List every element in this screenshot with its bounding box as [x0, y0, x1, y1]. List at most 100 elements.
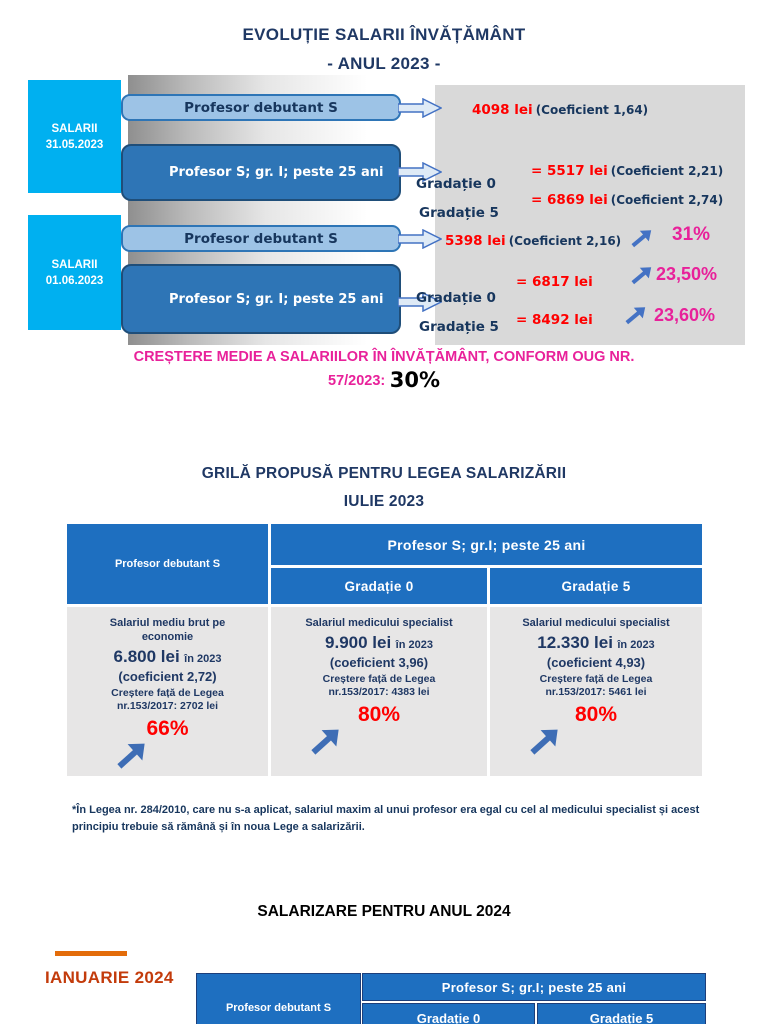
period1-grad5-label: Gradație 5 [419, 205, 499, 221]
cell2-year: în 2023 [395, 639, 433, 651]
cell3-amount: 12.330 lei [537, 633, 613, 652]
summary-pct: 30% [389, 368, 440, 392]
cell2-coef: (coeficient 3,96) [329, 655, 429, 670]
up-arrow-icon [625, 307, 646, 325]
salarizare-2024-title: SALARIZARE PENTRU ANUL 2024 [257, 903, 511, 920]
summary-line2: 57/2023: [328, 373, 386, 389]
table-header-senior: Profesor S; gr.I; peste 25 ani [271, 524, 702, 565]
table2024-header-senior: Profesor S; gr.I; peste 25 ani [362, 973, 706, 1001]
page-title: EVOLUȚIE SALARII ÎNVĂȚĂMÂNT - ANUL 2023 … [0, 20, 768, 78]
period1-debutant-box: Profesor debutant S [121, 94, 401, 121]
period2-grad0-value-text: = 6817 lei [516, 274, 593, 290]
up-arrow-icon [117, 743, 145, 769]
table2024-header-grad5-label: Gradație 5 [589, 1011, 654, 1024]
table-header-debutant: Profesor debutant S [67, 524, 268, 604]
period2-grad5-value: = 8492 lei [516, 309, 593, 328]
period1-debutant-value: 4098 lei [472, 102, 533, 118]
cell2-pct: 80% [357, 703, 401, 726]
period1-grad0-label: Gradație 0 [416, 176, 496, 192]
period2-grad0-value: = 6817 lei [516, 271, 593, 290]
period2-grad0-label: Gradație 0 [416, 290, 496, 306]
cell2-increase: Creștere față de Legea nr.153/2017: 4383… [322, 673, 436, 698]
summary-text: CREȘTERE MEDIE A SALARIILOR ÎN ÎNVĂȚĂMÂN… [0, 345, 768, 393]
period2-debutant-value-row: 5398 lei (Coeficient 2,16) [445, 230, 621, 249]
period1-label-line1: SALARII [51, 122, 98, 135]
period2-grad5-label: Gradație 5 [419, 319, 499, 335]
period1-debutant-label: Profesor debutant S [184, 99, 338, 116]
summary-line1: CREȘTERE MEDIE A SALARIILOR ÎN ÎNVĂȚĂMÂN… [133, 349, 635, 365]
period2-grad5-pct: 23,60% [654, 305, 716, 325]
month-label: IANUARIE 2024 [45, 968, 174, 987]
period2-label-box: SALARII 01.06.2023 [28, 215, 121, 330]
period1-grad5-value: = 6869 lei [531, 192, 608, 208]
table2024-header-grad0: Gradație 0 [362, 1003, 535, 1024]
period1-grad0-value: = 5517 lei [531, 163, 608, 179]
cell1-year: în 2023 [184, 653, 222, 665]
table-header-grad0: Gradație 0 [271, 568, 487, 604]
cell2-amount: 9.900 lei [325, 633, 392, 652]
right-arrow-icon [398, 162, 442, 182]
period1-label-line2: 31.05.2023 [45, 138, 104, 151]
table2024-header-grad0-label: Gradație 0 [416, 1011, 481, 1024]
cell1-amount-row: 6.800 lei în 2023 [67, 647, 268, 667]
period1-debutant-coef: (Coeficient 1,64) [535, 103, 649, 117]
period2-senior-label: Profesor S; gr. I; peste 25 ani [169, 291, 384, 307]
table-header-senior-label: Profesor S; gr.I; peste 25 ani [387, 536, 586, 553]
period2-debutant-pct: 31% [672, 224, 711, 245]
cell3-increase: Creștere față de Legea nr.153/2017: 5461… [539, 673, 653, 698]
table-cell-grad0: Salariul medicului specialist 9.900 lei … [271, 607, 487, 776]
period2-debutant-coef: (Coeficient 2,16) [508, 234, 622, 248]
table-header-grad5: Gradație 5 [490, 568, 702, 604]
table-header-debutant-label: Profesor debutant S [114, 558, 221, 570]
table2024-header-debutant: Profesor debutant S [196, 973, 361, 1024]
period1-grad0-value-row: = 5517 lei (Coeficient 2,21) [531, 160, 723, 179]
up-arrow-icon [631, 230, 652, 248]
cell3-amount-row: 12.330 lei în 2023 [490, 633, 702, 653]
period2-grad5-value-text: = 8492 lei [516, 312, 593, 328]
period1-label-box: SALARII 31.05.2023 [28, 80, 121, 193]
period2-label-line1: SALARII [51, 258, 98, 271]
right-arrow-icon [398, 98, 442, 118]
cell2-amount-row: 9.900 lei în 2023 [271, 633, 487, 653]
grila-title-line2: IULIE 2023 [343, 493, 425, 510]
up-arrow-icon [631, 267, 652, 285]
period2-debutant-label: Profesor debutant S [184, 230, 338, 247]
period2-debutant-value: 5398 lei [445, 233, 506, 249]
period1-senior-box: Profesor S; gr. I; peste 25 ani [121, 144, 401, 201]
grila-title-line1: GRILĂ PROPUSĂ PENTRU LEGEA SALARIZĂRII [201, 465, 567, 482]
cell3-coef: (coeficient 4,93) [546, 655, 646, 670]
cell1-increase: Creștere față de Legea nr.153/2017: 2702… [111, 687, 224, 712]
table2024-header-senior-label: Profesor S; gr.I; peste 25 ani [441, 979, 627, 995]
footnote: *În Legea nr. 284/2010, care nu s-a apli… [72, 804, 700, 833]
table-header-grad0-label: Gradație 0 [344, 578, 414, 594]
grila-title: GRILĂ PROPUSĂ PENTRU LEGEA SALARIZĂRII I… [0, 460, 768, 516]
cell2-title: Salariul medicului specialist [305, 617, 453, 629]
period2-grad0-pct: 23,50% [656, 264, 718, 284]
period1-grad5-coef: (Coeficient 2,74) [610, 193, 724, 207]
table2024-header-grad5: Gradație 5 [537, 1003, 706, 1024]
diagram-gray-panel [435, 85, 745, 345]
cell1-pct: 66% [146, 717, 189, 740]
orange-divider [55, 951, 127, 956]
up-arrow-icon [530, 729, 558, 755]
period1-debutant-value-row: 4098 lei (Coeficient 1,64) [472, 99, 648, 118]
cell1-title: Salariul mediu brut pe economie [109, 617, 226, 643]
cell1-amount: 6.800 lei [113, 647, 180, 666]
up-arrow-icon [311, 729, 339, 755]
right-arrow-icon [398, 229, 442, 249]
right-arrow-icon [398, 292, 442, 312]
period1-grad5-value-row: = 6869 lei (Coeficient 2,74) [531, 189, 723, 208]
table-header-grad5-label: Gradație 5 [561, 578, 631, 594]
cell3-title: Salariul medicului specialist [522, 617, 670, 629]
cell1-coef: (coeficient 2,72) [118, 669, 217, 684]
period2-debutant-box: Profesor debutant S [121, 225, 401, 252]
title-line1: EVOLUȚIE SALARII ÎNVĂȚĂMÂNT [242, 25, 526, 44]
period1-senior-label: Profesor S; gr. I; peste 25 ani [169, 165, 384, 180]
table-cell-debutant: Salariul mediu brut pe economie 6.800 le… [67, 607, 268, 776]
period2-senior-box: Profesor S; gr. I; peste 25 ani [121, 264, 401, 334]
table-cell-grad5: Salariul medicului specialist 12.330 lei… [490, 607, 702, 776]
cell3-year: în 2023 [617, 639, 655, 651]
period2-label-line2: 01.06.2023 [45, 274, 104, 287]
cell3-pct: 80% [574, 703, 618, 726]
